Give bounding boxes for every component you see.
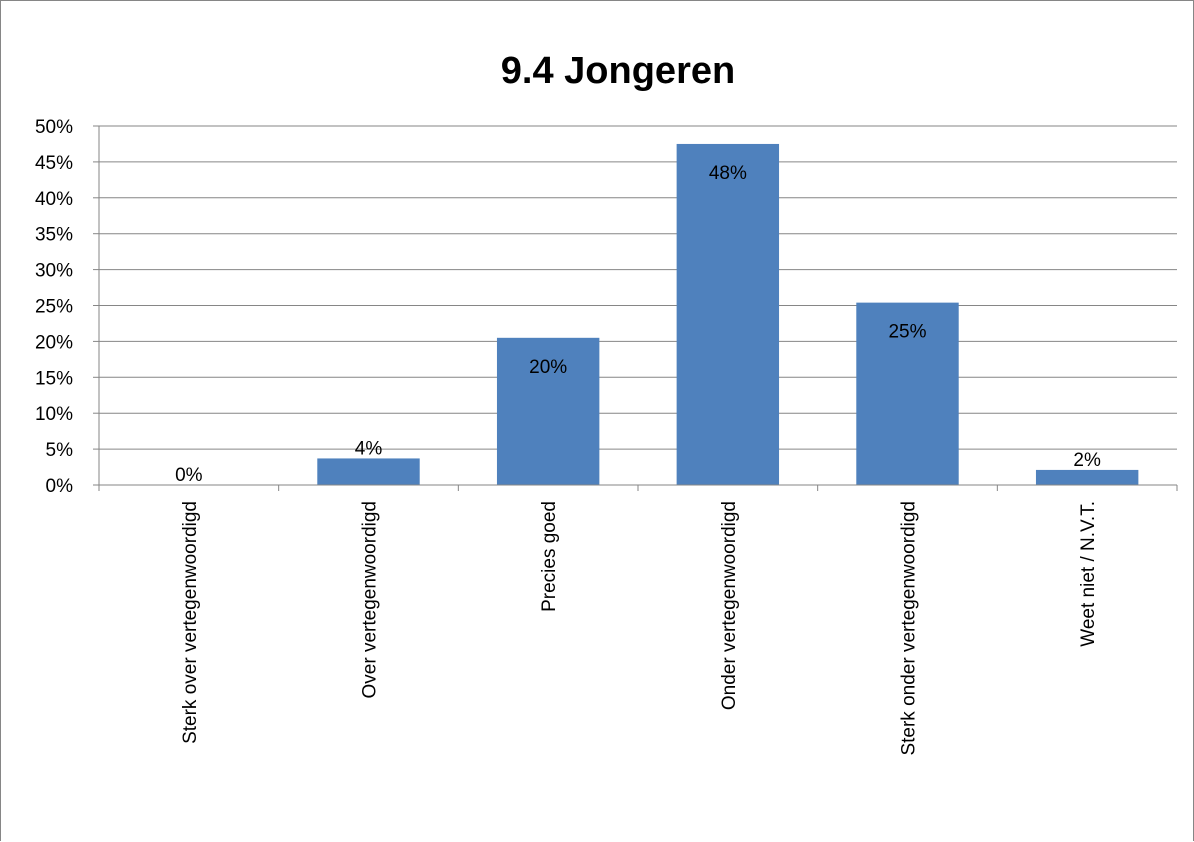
x-axis-category-labels: Sterk over vertegenwoordigd Over vertegen… (180, 501, 1099, 756)
x-category-label: Weet niet / N.V.T. (1078, 501, 1099, 647)
x-category-label: Onder vertegenwoordigd (719, 501, 740, 710)
data-label: 0% (175, 465, 203, 486)
y-tick-label: 30% (35, 261, 73, 282)
bar (496, 337, 600, 485)
x-category-label: Sterk over vertegenwoordigd (180, 501, 201, 744)
y-tick-label: 50% (35, 117, 73, 138)
x-category-label: Precies goed (539, 501, 560, 612)
y-tick-label: 45% (35, 153, 73, 174)
data-labels: 0% 4% 20% 48% 25% 2% (175, 163, 1101, 486)
data-label: 25% (888, 322, 926, 343)
x-category-label: Sterk onder vertegenwoordigd (899, 501, 920, 756)
bars (317, 143, 1139, 485)
bar (1035, 469, 1139, 485)
y-tick-label: 40% (35, 189, 73, 210)
data-label: 20% (529, 357, 567, 378)
y-tick-label: 0% (46, 476, 74, 497)
y-tick-label: 25% (35, 297, 73, 318)
chart-title: 9.4 Jongeren (501, 50, 735, 92)
y-tick-label: 10% (35, 404, 73, 425)
gridlines (93, 125, 1177, 486)
bar (317, 458, 420, 485)
data-label: 4% (355, 438, 383, 459)
y-axis-tick-labels: 0% 5% 10% 15% 20% 25% 30% 35% 40% 45% 50% (35, 117, 73, 497)
x-category-label: Over vertegenwoordigd (360, 501, 381, 699)
data-label: 48% (709, 163, 747, 184)
bar (856, 302, 959, 485)
y-tick-label: 20% (35, 332, 73, 353)
y-tick-label: 35% (35, 225, 73, 246)
data-label: 2% (1073, 450, 1101, 471)
y-tick-label: 15% (35, 368, 73, 389)
bar (676, 143, 780, 485)
axes (98, 126, 1178, 491)
y-tick-label: 5% (46, 440, 74, 461)
